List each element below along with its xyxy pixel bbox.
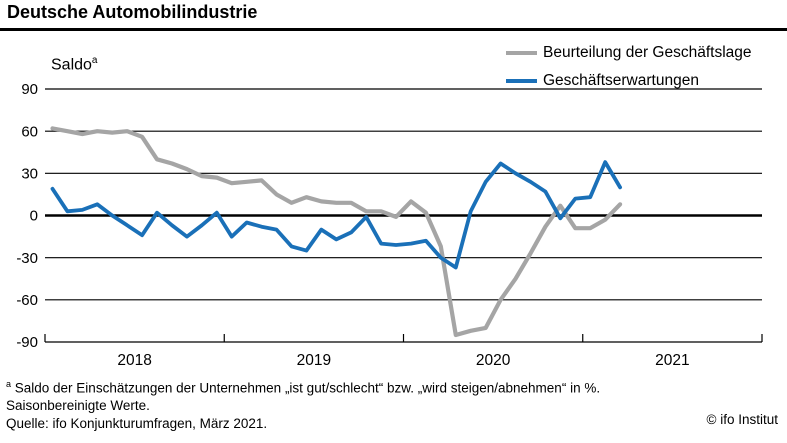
y-tick-label: 90	[21, 81, 38, 98]
legend-item-geschaeftserwartungen: Geschäftserwartungen	[506, 70, 752, 92]
footnotes: a Saldo der Einschätzungen der Unternehm…	[6, 376, 600, 432]
geschaeftslage-line-swatch	[506, 51, 537, 55]
x-tick-label: 2019	[297, 352, 331, 369]
y-tick-label: -30	[16, 250, 38, 267]
legend-item-geschaeftslage: Beurteilung der Geschäftslage	[506, 42, 752, 64]
x-tick-label: 2020	[476, 352, 511, 369]
page-title: Deutsche Automobilindustrie	[7, 2, 258, 22]
x-tick-label: 2018	[117, 352, 151, 369]
geschaeftserwartungen-line-swatch	[506, 79, 537, 83]
footnote-seasonal: Saisonbereinigte Werte.	[6, 398, 150, 413]
geschaeftslage-line	[50, 126, 623, 338]
y-tick-label: -60	[16, 292, 38, 309]
y-tick-label: 60	[21, 123, 38, 140]
copyright-note: © ifo Institut	[706, 412, 778, 427]
legend-label-geschaeftslage: Beurteilung der Geschäftslage	[543, 44, 752, 61]
source-line: Quelle: ifo Konjunkturumfragen, März 202…	[6, 415, 268, 431]
title-underline	[0, 28, 787, 31]
y-tick-label: -90	[16, 334, 38, 351]
y-tick-label: 0	[30, 208, 38, 225]
geschaeftserwartungen-line	[50, 160, 622, 270]
footnote-superscript: a	[6, 379, 12, 389]
y-tick-label: 30	[21, 166, 38, 183]
legend: Beurteilung der Geschäftslage Geschäftse…	[506, 42, 752, 98]
footnote-definition: a Saldo der Einschätzungen der Unternehm…	[6, 379, 601, 396]
y-axis-unit-label: Saldoa	[51, 55, 98, 74]
x-tick-label: 2021	[655, 352, 689, 369]
saldo-superscript: a	[91, 55, 98, 66]
legend-label-geschaeftserwartungen: Geschäftserwartungen	[543, 72, 699, 89]
